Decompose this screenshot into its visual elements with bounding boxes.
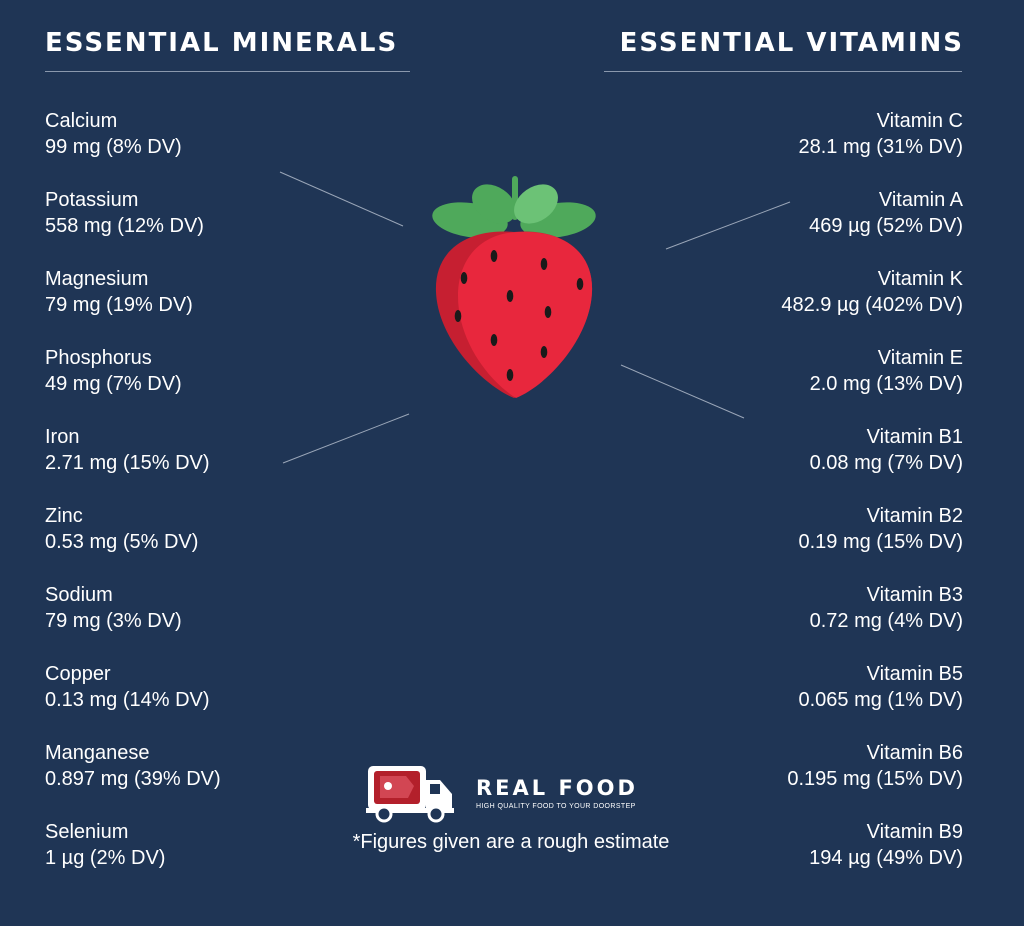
mineral-amount: 79 mg (19% DV): [45, 294, 193, 316]
mineral-item: Zinc 0.53 mg (5% DV): [45, 503, 375, 582]
vitamin-item: Vitamin B1 0.08 mg (7% DV): [633, 424, 963, 503]
vitamin-amount: 482.9 µg (402% DV): [781, 294, 963, 316]
vitamin-name: Vitamin B1: [866, 426, 963, 448]
vitamin-item: Vitamin B9 194 µg (49% DV): [633, 819, 963, 898]
connector-line: [620, 364, 745, 419]
mineral-amount: 0.897 mg (39% DV): [45, 768, 221, 790]
mineral-item: Copper 0.13 mg (14% DV): [45, 661, 375, 740]
vitamin-item: Vitamin C 28.1 mg (31% DV): [633, 108, 963, 187]
vitamin-amount: 0.19 mg (15% DV): [798, 531, 963, 553]
mineral-amount: 1 µg (2% DV): [45, 847, 166, 869]
mineral-name: Calcium: [45, 110, 118, 132]
vitamin-name: Vitamin B2: [866, 505, 963, 527]
mineral-name: Zinc: [45, 505, 83, 527]
vitamins-heading-rule: [604, 71, 962, 72]
vitamin-amount: 0.72 mg (4% DV): [809, 610, 963, 632]
vitamin-name: Vitamin B9: [866, 821, 963, 843]
connector-line: [282, 413, 410, 464]
strawberry-icon: [432, 176, 596, 398]
mineral-amount: 0.53 mg (5% DV): [45, 531, 199, 553]
connector-line: [665, 201, 791, 250]
mineral-item: Potassium 558 mg (12% DV): [45, 187, 375, 266]
brand-name: REAL FOOD: [476, 776, 638, 800]
vitamin-name: Vitamin E: [877, 347, 963, 369]
mineral-amount: 2.71 mg (15% DV): [45, 452, 210, 474]
vitamin-name: Vitamin B6: [866, 742, 963, 764]
vitamin-name: Vitamin A: [878, 189, 963, 211]
vitamin-amount: 194 µg (49% DV): [809, 847, 963, 869]
vitamin-name: Vitamin K: [877, 268, 963, 290]
mineral-name: Iron: [45, 426, 80, 448]
vitamin-amount: 469 µg (52% DV): [809, 215, 963, 237]
mineral-name: Selenium: [45, 821, 129, 843]
mineral-amount: 558 mg (12% DV): [45, 215, 204, 237]
mineral-item: Iron 2.71 mg (15% DV): [45, 424, 375, 503]
mineral-item: Selenium 1 µg (2% DV): [45, 819, 375, 898]
mineral-item: Sodium 79 mg (3% DV): [45, 582, 375, 661]
vitamin-name: Vitamin B5: [866, 663, 963, 685]
vitamin-item: Vitamin A 469 µg (52% DV): [633, 187, 963, 266]
minerals-list: Calcium 99 mg (8% DV) Potassium 558 mg (12…: [45, 108, 375, 898]
vitamin-item: Vitamin B5 0.065 mg (1% DV): [633, 661, 963, 740]
vitamin-item: Vitamin B6 0.195 mg (15% DV): [633, 740, 963, 819]
mineral-name: Phosphorus: [45, 347, 152, 369]
mineral-amount: 99 mg (8% DV): [45, 136, 182, 158]
vitamin-amount: 0.08 mg (7% DV): [809, 452, 963, 474]
mineral-item: Manganese 0.897 mg (39% DV): [45, 740, 375, 819]
mineral-name: Sodium: [45, 584, 113, 606]
brand-tagline: HIGH QUALITY FOOD TO YOUR DOORSTEP: [476, 803, 636, 810]
mineral-name: Magnesium: [45, 268, 149, 290]
mineral-item: Calcium 99 mg (8% DV): [45, 108, 375, 187]
vitamin-item: Vitamin K 482.9 µg (402% DV): [633, 266, 963, 345]
vitamin-item: Vitamin E 2.0 mg (13% DV): [633, 345, 963, 424]
vitamin-amount: 2.0 mg (13% DV): [809, 373, 963, 395]
mineral-name: Manganese: [45, 742, 150, 764]
minerals-heading-rule: [45, 71, 410, 72]
vitamins-list: Vitamin C 28.1 mg (31% DV) Vitamin A 469 µ…: [633, 108, 963, 898]
vitamin-item: Vitamin B3 0.72 mg (4% DV): [633, 582, 963, 661]
vitamin-name: Vitamin B3: [866, 584, 963, 606]
delivery-truck-icon: [366, 766, 454, 823]
vitamin-amount: 0.065 mg (1% DV): [798, 689, 963, 711]
vitamins-heading: ESSENTIAL VITAMINS: [619, 28, 964, 58]
minerals-heading: ESSENTIAL MINERALS: [45, 28, 399, 58]
vitamin-name: Vitamin C: [876, 110, 963, 132]
footnote-text: *Figures given are a rough estimate: [352, 831, 670, 853]
vitamin-amount: 28.1 mg (31% DV): [798, 136, 963, 158]
mineral-item: Magnesium 79 mg (19% DV): [45, 266, 375, 345]
mineral-amount: 49 mg (7% DV): [45, 373, 182, 395]
vitamin-item: Vitamin B2 0.19 mg (15% DV): [633, 503, 963, 582]
mineral-amount: 0.13 mg (14% DV): [45, 689, 210, 711]
connector-line: [279, 171, 404, 227]
vitamin-amount: 0.195 mg (15% DV): [787, 768, 963, 790]
footnote: *Figures given are a rough estimate: [0, 831, 1024, 854]
mineral-amount: 79 mg (3% DV): [45, 610, 182, 632]
mineral-name: Copper: [45, 663, 111, 685]
mineral-name: Potassium: [45, 189, 139, 211]
mineral-item: Phosphorus 49 mg (7% DV): [45, 345, 375, 424]
